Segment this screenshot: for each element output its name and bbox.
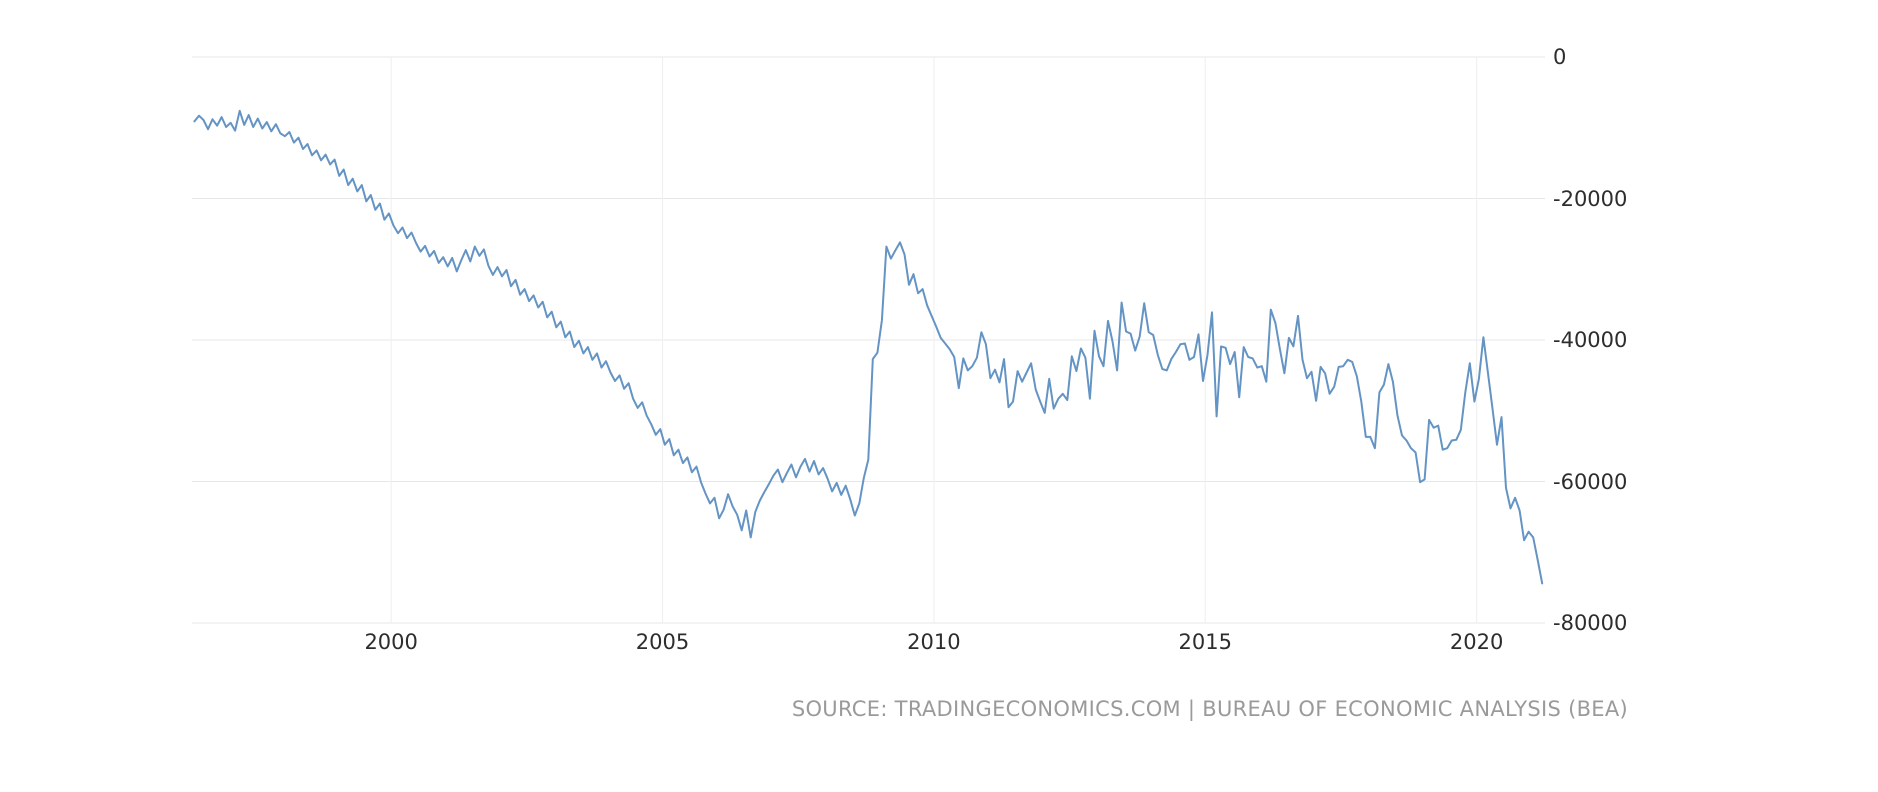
y-tick-label: -80000 [1553, 611, 1628, 635]
gridlines [192, 56, 1545, 624]
x-tick-label: 2005 [635, 630, 690, 654]
x-tick-label: 2010 [907, 630, 961, 654]
x-tick-label: 2000 [364, 630, 418, 654]
y-tick-label: 0 [1553, 45, 1567, 69]
y-tick-label: -20000 [1553, 186, 1628, 211]
y-tick-label: -40000 [1553, 328, 1628, 352]
source-text: SOURCE: TRADINGECONOMICS.COM | BUREAU OF… [791, 697, 1628, 721]
y-tick-label: -60000 [1553, 469, 1628, 494]
trade-balance-line [193, 109, 1544, 585]
x-tick-label: 2015 [1178, 630, 1232, 654]
x-tick-label: 2020 [1449, 630, 1504, 654]
